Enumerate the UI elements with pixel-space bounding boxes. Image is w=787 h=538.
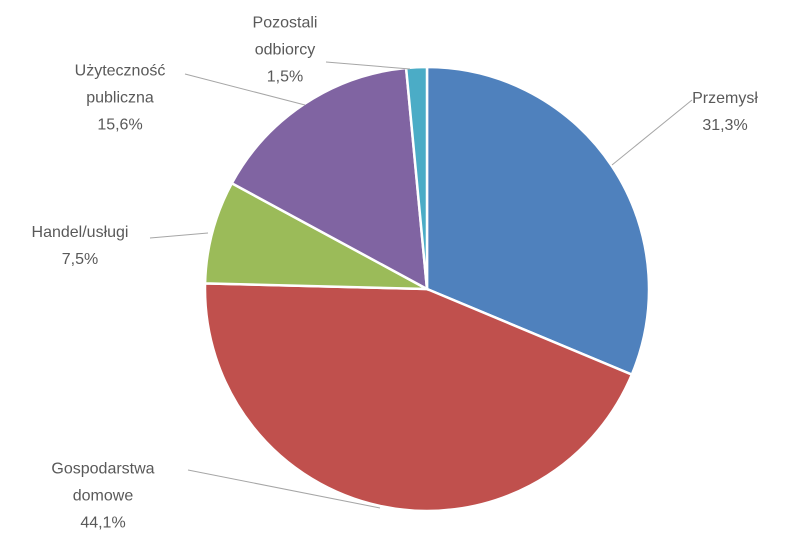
leader-line	[184, 73, 306, 106]
data-label: Użyteczność publiczna 15,6%	[60, 58, 180, 139]
data-label: Przemysł 31,3%	[675, 85, 775, 139]
value-label: 44,1%	[80, 514, 126, 532]
data-label: Handel/usługi 7,5%	[5, 219, 155, 273]
data-label: Gospodarstwa domowe 44,1%	[38, 456, 168, 537]
leader-line	[611, 99, 693, 166]
pie-slice	[230, 66, 429, 292]
value-label: 7,5%	[61, 251, 99, 268]
category-label: Przemysł	[692, 90, 758, 107]
value-label: 15,6%	[97, 116, 143, 134]
category-label: Użyteczność publiczna	[74, 62, 166, 107]
pie-slice	[425, 65, 651, 377]
leader-line	[325, 61, 411, 70]
pie-slice	[203, 282, 634, 513]
pie-slice	[203, 181, 428, 291]
value-label: 1,5%	[266, 68, 304, 86]
category-label: Pozostali odbiorcy	[252, 14, 318, 59]
category-label: Handel/usługi	[31, 224, 129, 241]
leader-line	[187, 469, 381, 509]
category-label: Gospodarstwa domowe	[51, 460, 155, 505]
leader-line	[149, 232, 209, 239]
data-label: Pozostali odbiorcy 1,5%	[235, 10, 335, 91]
value-label: 31,3%	[702, 117, 748, 134]
pie-slice	[404, 65, 429, 290]
